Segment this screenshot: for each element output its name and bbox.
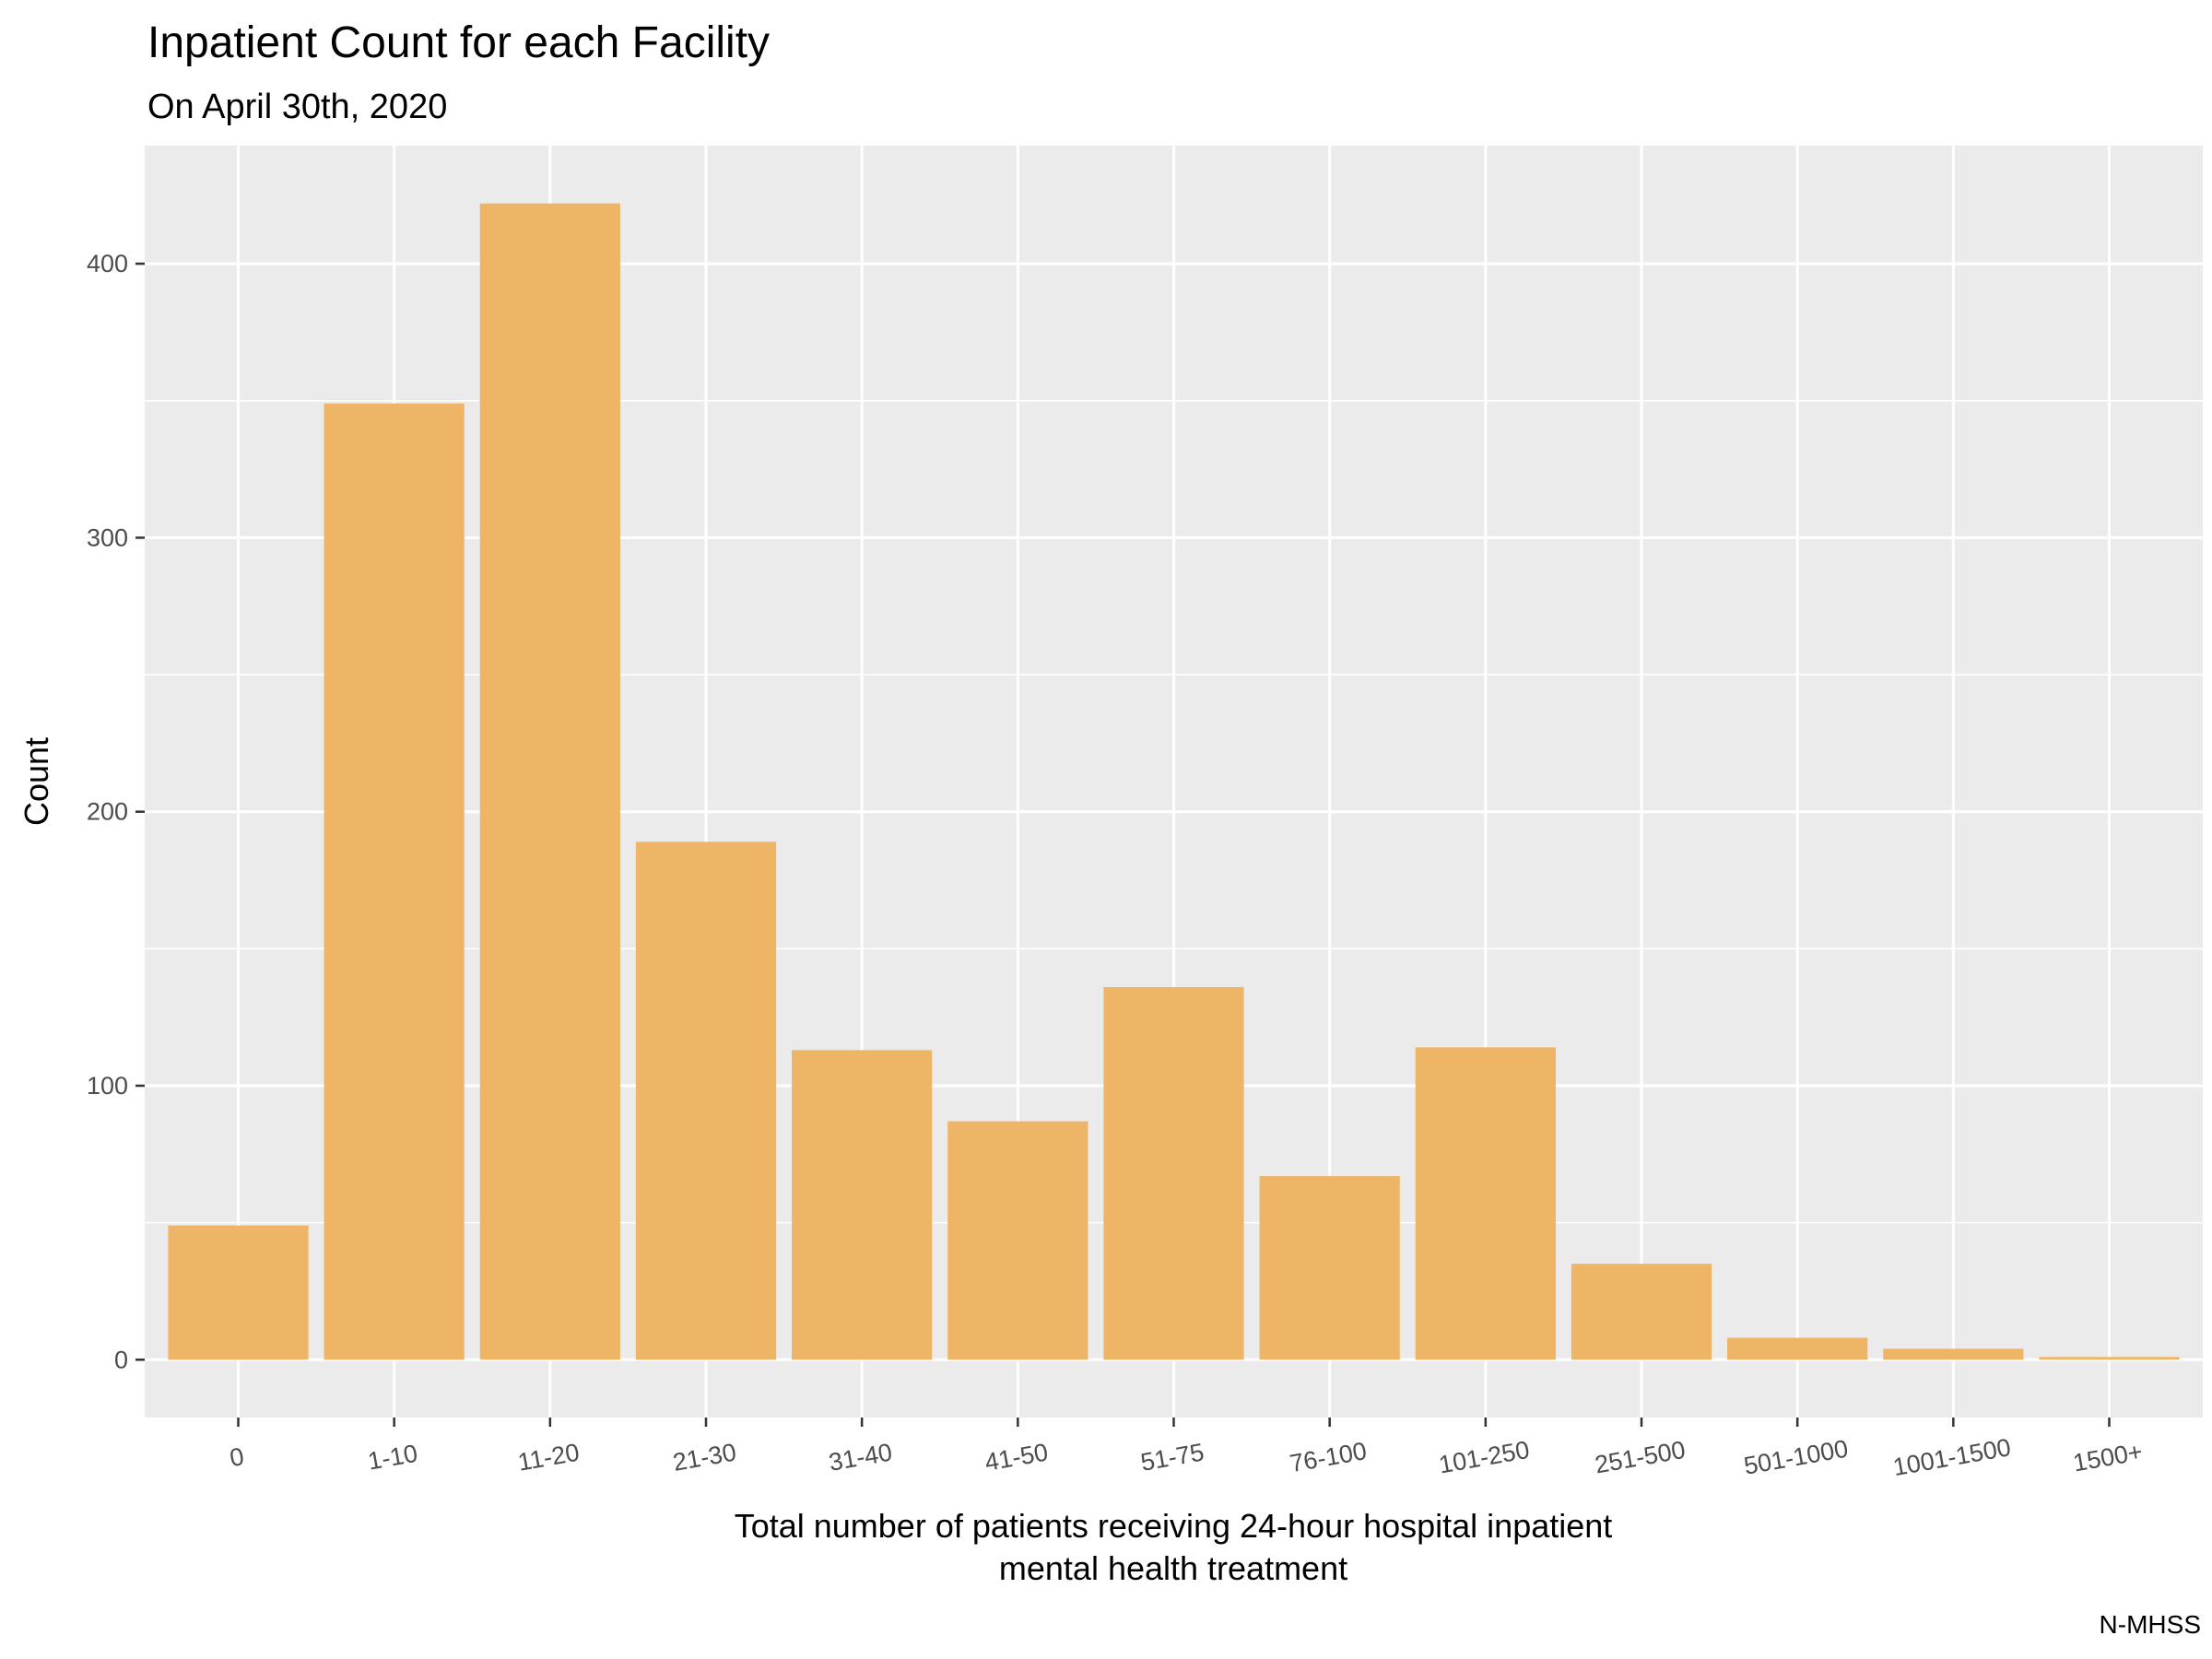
chart-subtitle: On April 30th, 2020 [147,88,447,126]
x-tick-label: 1001-1500 [1891,1433,2013,1481]
bar-1-10 [324,403,465,1360]
bar-0 [168,1225,309,1360]
chart-title: Inpatient Count for each Facility [147,18,770,67]
x-tick-label: 41-50 [982,1438,1050,1477]
x-tick-label: 251-500 [1593,1436,1688,1479]
x-tick-label: 21-30 [671,1438,738,1477]
bar-76-100 [1259,1176,1400,1360]
bar-101-250 [1415,1047,1556,1360]
y-tick-label: 400 [87,250,128,277]
bar-251-500 [1571,1264,1712,1360]
x-tick-label: 76-100 [1288,1437,1369,1477]
y-tick-label: 100 [87,1072,128,1100]
y-tick-label: 300 [87,524,128,551]
x-tick-label: 51-75 [1138,1438,1206,1477]
x-tick-label: 1-10 [366,1440,419,1476]
y-tick-label: 0 [114,1346,128,1373]
x-tick-label: 501-1000 [1742,1434,1851,1479]
x-axis: 0 1-10 11-20 21-30 31-40 41-50 51-75 76-100 101-… [228,1418,2145,1481]
y-axis: 0 100 200 300 400 [87,250,145,1373]
y-tick-label: 200 [87,798,128,826]
bar-11-20 [479,203,620,1360]
x-tick-label: 0 [228,1442,246,1472]
bar-41-50 [947,1121,1088,1360]
chart-caption: N-MHSS [2100,1610,2201,1639]
x-axis-title-line-1: Total number of patients receiving 24-ho… [735,1507,1613,1545]
x-tick-label: 101-250 [1437,1436,1532,1479]
x-tick-label: 31-40 [827,1438,894,1477]
y-axis-title: Count [18,737,55,826]
x-tick-label: 11-20 [516,1439,582,1477]
bar-51-75 [1103,986,1244,1360]
bars [168,203,2180,1360]
bar-1001-1500 [1883,1348,2024,1360]
bar-31-40 [792,1050,933,1360]
x-tick-label: 1500+ [2071,1438,2145,1477]
bar-1500+ [2039,1357,2180,1360]
bar-501-1000 [1727,1337,1868,1360]
bar-21-30 [635,841,777,1360]
x-axis-title-line-2: mental health treatment [999,1549,1347,1587]
